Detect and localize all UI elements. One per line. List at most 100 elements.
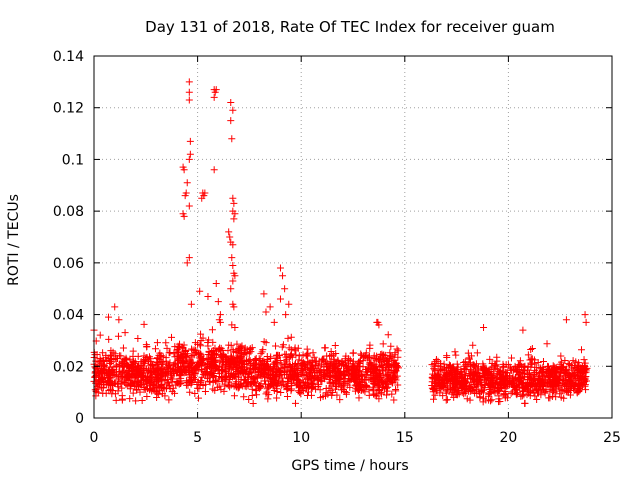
data-point <box>309 349 317 357</box>
data-point <box>304 388 312 396</box>
data-point <box>186 388 194 396</box>
data-point <box>492 361 500 369</box>
data-point <box>264 363 272 371</box>
data-point <box>483 378 491 386</box>
data-point <box>329 388 337 396</box>
data-point <box>120 367 128 375</box>
data-point <box>548 378 556 386</box>
data-point <box>206 368 214 376</box>
data-point <box>392 360 400 368</box>
data-point <box>375 370 383 378</box>
data-point <box>318 355 326 363</box>
data-point <box>316 386 324 394</box>
data-point <box>174 365 182 373</box>
data-point <box>229 106 237 114</box>
data-point <box>371 391 379 399</box>
data-point <box>203 354 211 362</box>
data-point <box>305 382 313 390</box>
data-point <box>482 364 490 372</box>
data-point <box>535 389 543 397</box>
data-point <box>91 386 99 394</box>
data-point <box>148 374 156 382</box>
data-point <box>157 382 165 390</box>
data-point <box>377 351 385 359</box>
data-point <box>526 372 534 380</box>
data-point <box>291 399 299 407</box>
data-point <box>226 364 234 372</box>
data-point <box>566 371 574 379</box>
data-point <box>299 361 307 369</box>
data-point <box>209 385 217 393</box>
data-point <box>314 376 322 384</box>
data-point <box>270 318 278 326</box>
data-point <box>212 377 220 385</box>
data-point <box>431 391 439 399</box>
data-point <box>383 391 391 399</box>
data-point <box>443 353 451 361</box>
data-point <box>446 385 454 393</box>
data-point <box>392 376 400 384</box>
data-point <box>336 396 344 404</box>
data-point <box>387 378 395 386</box>
data-point <box>440 384 448 392</box>
data-point <box>539 357 547 365</box>
data-point <box>147 378 155 386</box>
data-point <box>437 365 445 373</box>
data-point <box>473 368 481 376</box>
data-point <box>382 380 390 388</box>
data-point <box>118 384 126 392</box>
data-point <box>230 371 238 379</box>
data-point <box>479 398 487 406</box>
data-point <box>141 359 149 367</box>
data-point <box>211 344 219 352</box>
data-point <box>105 387 113 395</box>
data-point <box>292 381 300 389</box>
data-point <box>138 365 146 373</box>
data-point <box>281 285 289 293</box>
data-point <box>118 392 126 400</box>
data-point <box>201 189 209 197</box>
data-point <box>244 373 252 381</box>
data-point <box>384 373 392 381</box>
data-point <box>534 358 542 366</box>
data-point <box>331 342 339 350</box>
data-point <box>256 371 264 379</box>
data-point <box>171 389 179 397</box>
data-point <box>499 363 507 371</box>
data-point <box>210 93 218 101</box>
data-point <box>529 386 537 394</box>
data-point <box>211 361 219 369</box>
data-point <box>178 369 186 377</box>
x-axis-label: GPS time / hours <box>291 458 408 474</box>
x-tick-label: 25 <box>603 430 621 446</box>
data-point <box>158 383 166 391</box>
data-point <box>229 346 237 354</box>
data-point <box>571 362 579 370</box>
data-point <box>246 361 254 369</box>
data-point <box>571 382 579 390</box>
data-point <box>379 340 387 348</box>
data-point <box>164 361 172 369</box>
data-point <box>187 300 195 308</box>
data-point <box>128 370 136 378</box>
data-point <box>531 359 539 367</box>
data-point <box>432 379 440 387</box>
data-point <box>94 368 102 376</box>
data-point <box>342 389 350 397</box>
data-point <box>345 377 353 385</box>
data-point <box>496 398 504 406</box>
data-point <box>198 194 206 202</box>
data-point <box>299 371 307 379</box>
data-point <box>229 194 237 202</box>
data-point <box>139 381 147 389</box>
data-point <box>245 368 253 376</box>
data-point <box>493 357 501 365</box>
data-point <box>281 350 289 358</box>
data-point <box>539 381 547 389</box>
y-tick-label: 0.08 <box>53 204 84 220</box>
data-point <box>488 383 496 391</box>
x-tick-label: 20 <box>499 430 517 446</box>
data-point <box>332 359 340 367</box>
data-point <box>196 287 204 295</box>
data-point <box>99 357 107 365</box>
